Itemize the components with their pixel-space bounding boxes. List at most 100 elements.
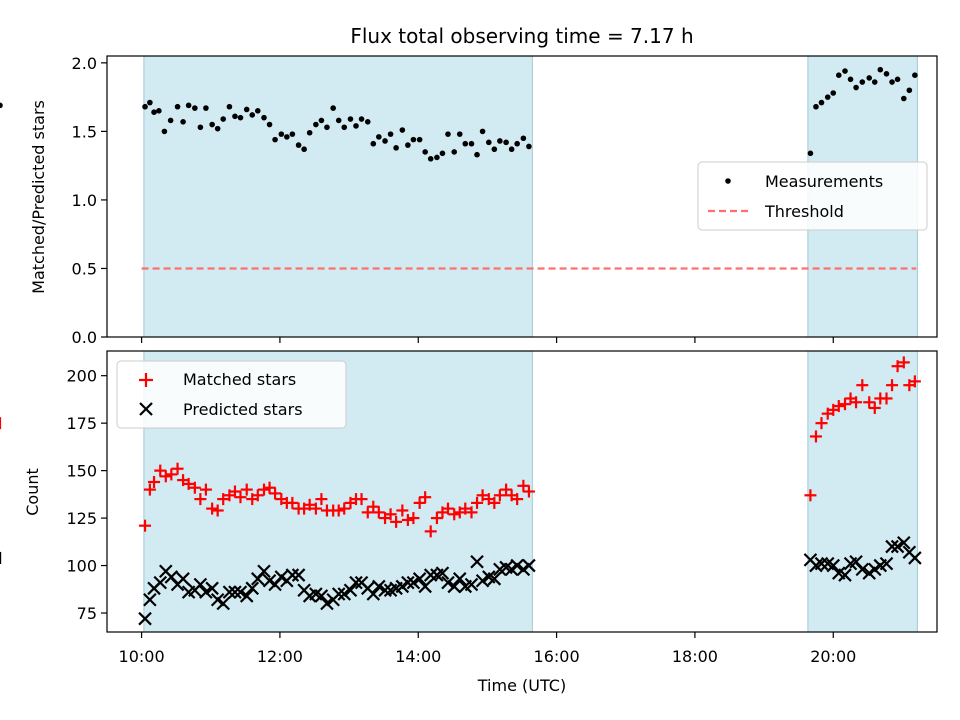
matched-stars-series [0,356,921,538]
matched-star-point [401,513,414,526]
x-tick-label: 12:00 [257,647,303,666]
chart-title: Flux total observing time = 7.17 h [350,24,693,48]
measurements-series [0,66,918,162]
measurement-point [156,108,162,114]
measurement-point [353,123,359,129]
matched-legend-label: Matched stars [183,370,296,389]
measurement-point [278,131,285,137]
measurement-point [503,139,509,146]
predicted-star-point [257,564,271,579]
predicted-star-point [470,554,484,569]
predicted-star-point [897,535,911,550]
predicted-star-point [401,575,415,590]
measurement-point [347,116,354,122]
predicted-star-point [343,583,358,598]
measurement-point [842,68,848,74]
measurement-point [180,118,186,125]
matched-star-point [465,506,478,519]
matched-legend-marker [139,373,153,387]
measurement-point [167,117,174,124]
measurement-point [508,146,515,153]
measurement-point [209,121,215,128]
top-legend[interactable]: Measurements Threshold [697,161,928,231]
measurement-point [261,114,267,121]
bottom-y-tick-label: 175 [66,414,97,433]
matched-star-point [309,502,322,515]
measurement-point [847,76,854,83]
predicted-star-point [464,577,479,592]
measurement-point [901,95,907,102]
matched-star-point [372,506,385,519]
measurement-point [192,105,198,111]
matched-star-point [886,379,899,392]
measurement-point [232,113,238,120]
matched-star-point [194,493,207,506]
matched-star-point [897,356,910,369]
measurement-point [474,151,480,158]
bottom-y-axis-label: Count [23,468,42,516]
top-x-ticks [140,337,834,343]
matched-star-point [839,398,852,411]
top-y-tick-label: 0.0 [72,328,97,347]
top-legend-box [697,161,928,231]
matched-star-point [856,379,869,392]
measurement-point [266,121,273,128]
measurement-point [526,143,532,150]
matched-star-point [139,519,152,532]
bottom-y-tick-label: 125 [66,509,97,528]
predicted-star-point [890,539,905,554]
predicted-star-point [406,575,421,590]
predicted-star-point [879,556,894,571]
measurement-point [883,71,890,77]
matched-star-point [459,502,472,515]
matched-star-point [430,512,443,525]
measurement-point [912,72,918,78]
matched-star-point [407,512,420,525]
observing-span-1 [143,55,533,338]
measurement-point [439,150,446,157]
top-y-tick-label: 1.5 [72,122,97,141]
measurement-point [254,108,261,114]
matched-star-point [419,491,432,504]
predicted-star-point [487,572,502,586]
predicted-star-point [331,587,346,601]
matched-star-point [263,481,276,494]
matched-star-point [303,498,316,511]
matched-star-point [517,479,530,492]
measurement-point [226,103,233,110]
measurement-point [830,90,837,96]
matched-star-point [522,485,535,498]
measurement-point [376,134,382,140]
matched-star-point [500,483,513,496]
predicted-stars-series [0,535,922,626]
matched-star-point [199,483,212,496]
threshold-legend-label: Threshold [764,202,844,221]
matched-star-point [891,360,904,373]
matched-star-point [159,470,172,483]
predicted-legend-marker [139,402,153,416]
predicted-star-point [885,539,899,554]
matched-star-point [424,525,437,538]
matched-star-point [361,506,374,519]
measurement-point [335,117,342,124]
predicted-star-point [205,581,219,596]
measurement-point [272,136,278,143]
matched-star-point [413,496,426,509]
matched-star-point [471,496,484,509]
matched-star-point [815,417,828,430]
measurement-point [147,99,153,106]
matched-star-point [850,396,863,409]
bottom-y-tick-label: 100 [66,557,97,576]
matched-star-point [251,489,264,502]
measurement-point [853,84,859,91]
predicted-star-point [337,587,352,601]
top-y-axis-label: Matched/Predicted stars [29,100,48,294]
matched-star-point [315,493,328,506]
matched-star-point [182,477,195,490]
matched-star-point [148,476,161,489]
measurements-legend-marker [725,178,731,184]
bottom-legend[interactable]: Matched stars Predicted stars [116,360,347,429]
measurement-point [859,79,866,85]
measurement-point [197,124,204,131]
measurement-point [486,139,492,146]
